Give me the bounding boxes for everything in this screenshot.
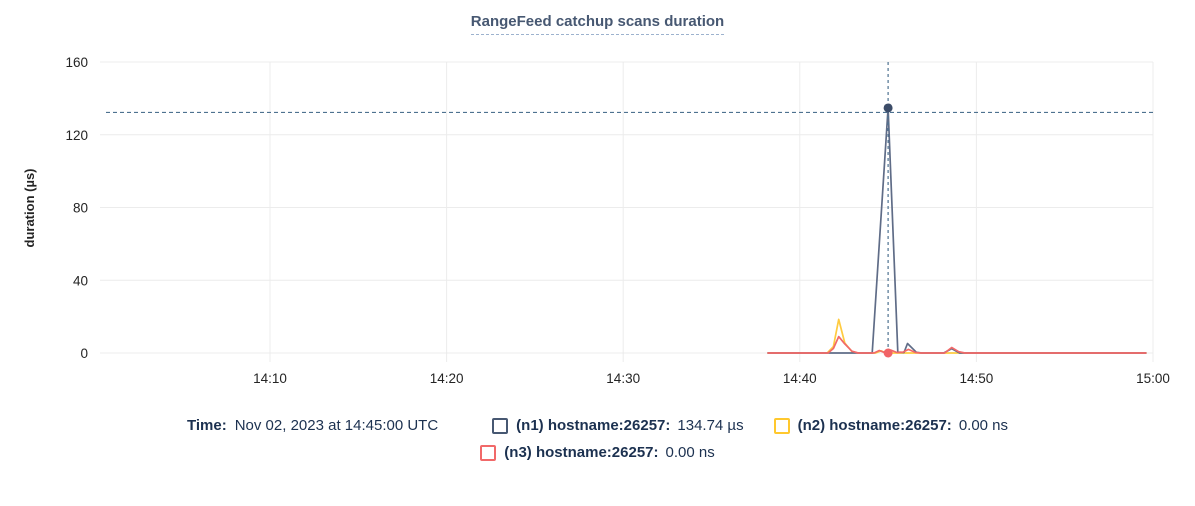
legend-item-n2: (n2) hostname:26257: 0.00 ns xyxy=(773,417,1009,434)
legend-time: Time: Nov 02, 2023 at 14:45:00 UTC xyxy=(187,417,438,434)
legend-item-n1-label: (n1) hostname:26257: xyxy=(516,417,671,434)
hover-point-n3 xyxy=(883,348,893,358)
legend-time-label: Time: xyxy=(186,417,227,434)
chart-title-wrap: RangeFeed catchup scans duration xyxy=(0,13,1195,35)
legend: Time: Nov 02, 2023 at 14:45:00 UTC (n1) h… xyxy=(0,417,1195,471)
series-line-n2 xyxy=(767,318,1147,354)
series-line-n1 xyxy=(767,107,1147,354)
y-tick-label: 0 xyxy=(80,346,88,361)
legend-item-n2-label: (n2) hostname:26257: xyxy=(797,417,952,434)
chart-canvas[interactable]: 0 40 80 120 160 14:10 14:20 14:30 14:40 14:50 15:0… xyxy=(0,0,1195,400)
x-tick-label: 14:20 xyxy=(430,371,464,386)
x-tick-label: 14:30 xyxy=(606,371,640,386)
y-axis-label: duration (µs) xyxy=(22,169,37,248)
y-tick-label: 40 xyxy=(73,273,88,288)
y-tick-label: 80 xyxy=(73,201,88,216)
legend-row-1: Time: Nov 02, 2023 at 14:45:00 UTC (n1) h… xyxy=(0,417,1195,434)
x-tick-label: 15:00 xyxy=(1136,371,1170,386)
y-tick-label: 120 xyxy=(65,128,88,143)
legend-marker-n3-icon xyxy=(480,444,497,461)
legend-time-value: Nov 02, 2023 at 14:45:00 UTC xyxy=(234,417,439,434)
y-tick-label: 160 xyxy=(65,55,88,70)
legend-marker-n1-icon xyxy=(492,417,509,434)
x-gridlines: 14:10 14:20 14:30 14:40 14:50 15:00 xyxy=(253,62,1170,386)
x-tick-label: 14:50 xyxy=(960,371,994,386)
legend-item-n2-value: 0.00 ns xyxy=(958,417,1009,434)
legend-item-n3-label: (n3) hostname:26257: xyxy=(504,444,659,461)
chart-title[interactable]: RangeFeed catchup scans duration xyxy=(470,13,725,35)
legend-row-2: (n3) hostname:26257: 0.00 ns xyxy=(0,444,1195,461)
legend-item-n3: (n3) hostname:26257: 0.00 ns xyxy=(480,444,715,461)
legend-item-n3-value: 0.00 ns xyxy=(665,444,715,461)
x-tick-label: 14:40 xyxy=(783,371,817,386)
legend-item-n1: (n1) hostname:26257: 134.74 µs xyxy=(492,417,744,434)
legend-marker-n2-icon xyxy=(773,417,790,434)
y-gridlines: 0 40 80 120 160 xyxy=(65,55,1153,361)
x-tick-label: 14:10 xyxy=(253,371,287,386)
series-line-n3 xyxy=(767,335,1147,354)
hover-point-n1 xyxy=(883,103,893,113)
legend-item-n1-value: 134.74 µs xyxy=(677,417,744,434)
